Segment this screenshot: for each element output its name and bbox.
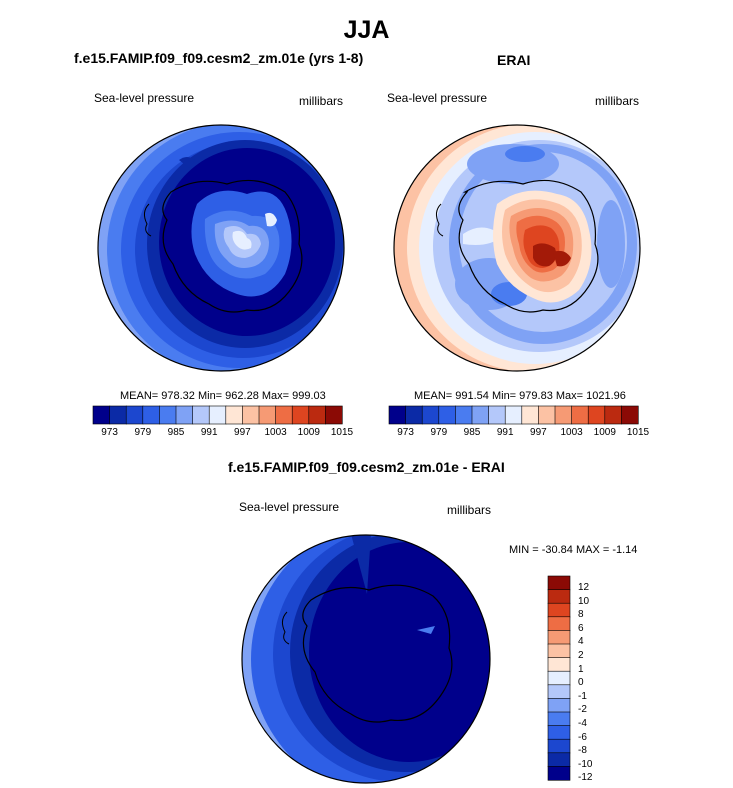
cb1-label: 991 bbox=[200, 427, 218, 438]
panel-3-stats: MIN = -30.84 MAX = -1.14 bbox=[509, 544, 638, 556]
cb1-label: 997 bbox=[234, 427, 251, 438]
cb1-label: 1009 bbox=[297, 427, 320, 438]
panel-2-stats: MEAN= 991.54 Min= 979.83 Max= 1021.96 bbox=[414, 390, 626, 402]
colorbar-swatch bbox=[125, 405, 144, 425]
cb2-label: 979 bbox=[430, 427, 448, 438]
colorbar-swatch bbox=[504, 405, 523, 425]
cb2-label: 1015 bbox=[626, 427, 650, 438]
panel-1-units-label: millibars bbox=[299, 94, 344, 108]
panel-3-polar-map bbox=[241, 534, 491, 784]
cb3-label: -12 bbox=[578, 772, 593, 784]
cb3-label: 10 bbox=[578, 595, 590, 607]
figure-title: JJA bbox=[343, 16, 390, 44]
colorbar-swatch bbox=[438, 405, 456, 425]
panel-2-variable-label: Sea-level pressure bbox=[387, 91, 488, 105]
colorbar-swatch bbox=[587, 405, 606, 425]
colorbar-swatch bbox=[547, 589, 571, 604]
colorbar-swatch bbox=[604, 405, 623, 425]
panel-2-units-label: millibars bbox=[595, 94, 640, 108]
colorbar-swatch bbox=[388, 405, 407, 425]
panel-2-polar-map bbox=[393, 124, 641, 372]
panel-2-colorbar-labels: 973 979 985 991 997 1003 1009 1015 bbox=[389, 427, 649, 441]
panel-3-units-label: millibars bbox=[447, 503, 492, 517]
colorbar-swatch bbox=[571, 405, 589, 425]
colorbar-swatch bbox=[547, 616, 571, 631]
cb3-label: 8 bbox=[578, 609, 584, 621]
colorbar-swatch bbox=[92, 405, 111, 425]
colorbar-swatch bbox=[621, 405, 639, 425]
colorbar-swatch bbox=[258, 405, 277, 425]
panel-2-colorbar bbox=[388, 405, 639, 425]
panel-3-variable-label: Sea-level pressure bbox=[239, 500, 340, 514]
colorbar-swatch bbox=[554, 405, 573, 425]
colorbar-swatch bbox=[192, 405, 210, 425]
colorbar-swatch bbox=[455, 405, 473, 425]
colorbar-swatch bbox=[225, 405, 244, 425]
colorbar-swatch bbox=[471, 405, 490, 425]
colorbar-swatch bbox=[275, 405, 293, 425]
colorbar-swatch bbox=[547, 738, 571, 754]
cb3-label: 12 bbox=[578, 582, 590, 593]
cb2-label: 973 bbox=[397, 427, 414, 438]
panel-1-stats: MEAN= 978.32 Min= 962.28 Max= 999.03 bbox=[120, 390, 326, 402]
cb3-label: -1 bbox=[578, 690, 587, 702]
cb1-label: 979 bbox=[134, 427, 152, 438]
colorbar-swatch bbox=[547, 602, 571, 618]
panel-1-variable-label: Sea-level pressure bbox=[94, 91, 195, 105]
colorbar-swatch bbox=[547, 725, 571, 740]
cb3-label: -2 bbox=[578, 704, 587, 716]
colorbar-swatch bbox=[488, 405, 506, 425]
colorbar-swatch bbox=[208, 405, 227, 425]
cb3-label: 0 bbox=[578, 677, 584, 689]
colorbar-swatch bbox=[175, 405, 194, 425]
cb3-label: -8 bbox=[578, 745, 587, 757]
colorbar-swatch bbox=[291, 405, 310, 425]
colorbar-swatch bbox=[405, 405, 423, 425]
colorbar-swatch bbox=[521, 405, 540, 425]
cb3-label: 1 bbox=[578, 663, 584, 675]
colorbar-swatch bbox=[547, 657, 571, 672]
cb3-label: 6 bbox=[578, 622, 584, 634]
cb1-label: 973 bbox=[101, 427, 118, 438]
colorbar-swatch bbox=[547, 698, 571, 713]
colorbar-swatch bbox=[325, 405, 343, 425]
cb2-label: 991 bbox=[496, 427, 514, 438]
panel-1-title: f.e15.FAMIP.f09_f09.cesm2_zm.01e (yrs 1-… bbox=[74, 50, 364, 66]
cb3-label: 4 bbox=[578, 636, 584, 648]
colorbar-swatch bbox=[547, 643, 571, 659]
colorbar-swatch bbox=[538, 405, 556, 425]
colorbar-swatch bbox=[547, 575, 571, 591]
panel-3-colorbar bbox=[547, 575, 571, 781]
panel-1-colorbar-labels: 973 979 985 991 997 1003 1009 1015 bbox=[93, 427, 353, 441]
cb2-label: 997 bbox=[530, 427, 547, 438]
cb3-label: 2 bbox=[578, 650, 584, 661]
colorbar-swatch bbox=[308, 405, 327, 425]
panel-3-title: f.e15.FAMIP.f09_f09.cesm2_zm.01e - ERAI bbox=[228, 459, 505, 475]
colorbar-swatch bbox=[547, 766, 571, 781]
colorbar-swatch bbox=[159, 405, 177, 425]
colorbar-swatch bbox=[547, 752, 571, 768]
panel-2-title: ERAI bbox=[497, 52, 531, 68]
panel-1-colorbar bbox=[92, 405, 343, 425]
cb3-label: -6 bbox=[578, 731, 587, 743]
cb3-label: -4 bbox=[578, 718, 587, 729]
colorbar-swatch bbox=[109, 405, 127, 425]
cb2-label: 1009 bbox=[593, 427, 616, 438]
colorbar-swatch bbox=[421, 405, 440, 425]
colorbar-swatch bbox=[547, 670, 571, 686]
colorbar-swatch bbox=[142, 405, 160, 425]
colorbar-swatch bbox=[547, 684, 571, 700]
cb1-label: 985 bbox=[167, 427, 185, 438]
colorbar-swatch bbox=[547, 630, 571, 645]
panel-3-colorbar-labels: 12 10 8 6 4 2 1 0 -1 -2 -4 -6 -8 -10 -12 bbox=[578, 576, 618, 784]
cb2-label: 985 bbox=[463, 427, 481, 438]
cb1-label: 1015 bbox=[330, 427, 354, 438]
colorbar-swatch bbox=[242, 405, 260, 425]
colorbar-swatch bbox=[547, 711, 571, 727]
cb1-label: 1003 bbox=[264, 427, 287, 438]
panel-1-polar-map bbox=[97, 124, 345, 372]
cb3-label: -10 bbox=[578, 758, 593, 770]
cb2-label: 1003 bbox=[560, 427, 583, 438]
